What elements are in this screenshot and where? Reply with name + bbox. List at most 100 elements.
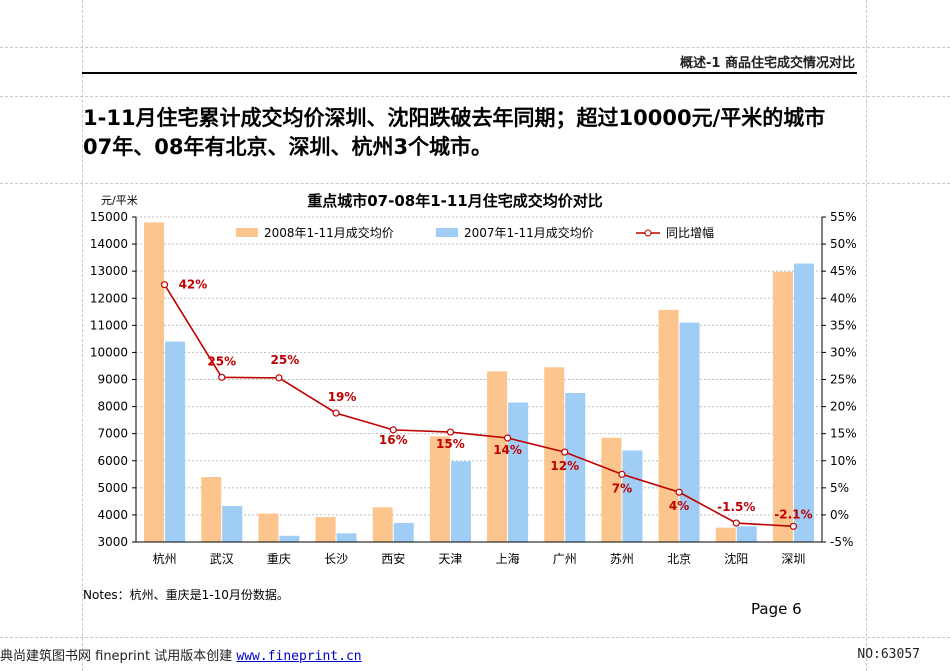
y-tick-label: 5000 (97, 481, 128, 495)
headline-line-1: 1-11月住宅累计成交均价深圳、沈阳跌破去年同期；超过10000元/平米的城市 (83, 106, 826, 130)
bar-2008-3 (315, 517, 336, 542)
section-label: 概述-1 商品住宅成交情况对比 (680, 56, 855, 71)
legend-swatch-1 (436, 228, 458, 237)
y2-tick-label: 5% (830, 481, 849, 495)
growth-point-1 (218, 373, 226, 381)
headline: 1-11月住宅累计成交均价深圳、沈阳跌破去年同期；超过10000元/平米的城市 … (83, 104, 883, 162)
guide-line (0, 47, 950, 48)
growth-point-7 (561, 448, 569, 456)
header-rule (82, 72, 857, 74)
y2-tick-label: 10% (830, 454, 857, 468)
y2-tick-label: 30% (830, 345, 857, 359)
legend-label-2: 同比增幅 (666, 225, 714, 240)
bar-2008-2 (258, 513, 279, 542)
growth-point-5 (446, 428, 455, 436)
bar-2007-1 (222, 505, 243, 542)
growth-label-11: -2.1% (774, 507, 812, 521)
chart-title: 重点城市07-08年1-11月住宅成交均价对比 (307, 192, 603, 210)
bar-2007-8 (622, 450, 643, 542)
guide-line (82, 0, 83, 671)
notes: Notes：杭州、重庆是1-10月份数据。 (83, 588, 289, 602)
bar-2007-5 (450, 461, 471, 542)
y-axis-label: 元/平米 (101, 194, 138, 207)
y-tick-label: 6000 (97, 454, 128, 468)
growth-point-10 (732, 519, 740, 527)
x-tick-label: 天津 (438, 552, 462, 566)
x-tick-label: 上海 (496, 551, 520, 566)
growth-line: 42% 25% 25% 19% 16% 15% 14% 12% 7% 4% -1.5% -2.1% (160, 278, 813, 530)
x-tick-label: 杭州 (153, 551, 177, 566)
guide-line (0, 183, 950, 184)
growth-label-0: 42% (179, 278, 208, 292)
bar-2008-5 (429, 436, 450, 542)
growth-label-10: -1.5% (717, 500, 755, 514)
y-tick-label: 12000 (90, 291, 128, 305)
y2-tick-label: 50% (830, 237, 857, 251)
bar-2008-4 (372, 507, 393, 542)
legend-marker (644, 229, 652, 237)
growth-label-5: 15% (436, 437, 465, 451)
growth-label-2: 25% (271, 353, 300, 367)
x-tick-label: 重庆 (267, 552, 291, 566)
bar-2008-9 (658, 309, 679, 542)
growth-label-4: 16% (379, 433, 408, 447)
guide-line (866, 0, 867, 671)
growth-label-9: 4% (669, 499, 689, 513)
footer-text: 典尚建筑图书网 fineprint 试用版本创建 (0, 649, 233, 664)
growth-label-1: 25% (207, 354, 236, 368)
y2-tick-label: -5% (830, 535, 853, 549)
x-tick-label: 沈阳 (724, 551, 748, 566)
grid (136, 216, 822, 516)
growth-point-3 (332, 409, 340, 417)
x-tick-label: 广州 (553, 552, 577, 566)
bar-2007-2 (279, 535, 300, 542)
y-tick-label: 4000 (97, 508, 128, 522)
y2-tick-label: 25% (830, 373, 857, 387)
bar-2007-11 (793, 263, 814, 542)
footer-link[interactable]: www.fineprint.cn (236, 649, 362, 664)
bar-2007-9 (679, 322, 700, 542)
footer-watermark: 典尚建筑图书网 fineprint 试用版本创建 www.fineprint.c… (0, 645, 362, 664)
growth-point-2 (275, 374, 283, 382)
growth-point-11 (789, 522, 798, 530)
y2-tick-label: 55% (830, 210, 857, 224)
bar-2008-1 (201, 477, 222, 542)
bar-2007-6 (508, 402, 529, 542)
guide-line (0, 637, 950, 638)
legend-label-0: 2008年1-11月成交均价 (264, 225, 394, 240)
bars (144, 222, 814, 542)
page-number: Page 6 (751, 600, 802, 618)
guide-line (0, 96, 950, 97)
bar-2008-7 (544, 367, 565, 542)
y2-tick-label: 40% (830, 291, 857, 305)
x-tick-label: 北京 (667, 552, 691, 566)
legend-swatch-0 (236, 228, 258, 237)
x-tick-label: 西安 (381, 551, 405, 566)
axes: 3000 4000 5000 6000 7000 8000 9000 10000 11000 12… (90, 210, 857, 566)
bar-line-chart: 重点城市07-08年1-11月住宅成交均价对比 元/平米 3000 4000 500… (90, 192, 857, 566)
bar-2008-8 (601, 437, 622, 542)
growth-point-4 (389, 426, 397, 434)
bar-2008-11 (772, 271, 793, 542)
growth-label-7: 12% (550, 459, 579, 473)
growth-label-3: 19% (328, 390, 357, 404)
y2-tick-label: 45% (830, 264, 857, 278)
y-tick-label: 8000 (97, 400, 128, 414)
y-tick-label: 9000 (97, 373, 128, 387)
headline-line-2: 07年、08年有北京、深圳、杭州3个城市。 (83, 135, 493, 159)
y-tick-label: 13000 (90, 264, 128, 278)
growth-point-9 (675, 488, 683, 496)
y2-tick-label: 35% (830, 318, 857, 332)
legend: 2008年1-11月成交均价 2007年1-11月成交均价 同比增幅 (236, 225, 714, 240)
growth-point-6 (503, 434, 512, 442)
bar-2007-0 (165, 341, 186, 542)
bar-2007-10 (736, 526, 757, 542)
bar-2007-7 (565, 393, 586, 542)
growth-point-8 (618, 470, 626, 478)
y-tick-label: 7000 (97, 427, 128, 441)
y-tick-label: 14000 (90, 237, 128, 251)
bar-2008-0 (144, 222, 165, 542)
legend-label-1: 2007年1-11月成交均价 (464, 225, 594, 240)
bar-2007-4 (393, 523, 414, 542)
bar-2008-6 (487, 371, 508, 542)
